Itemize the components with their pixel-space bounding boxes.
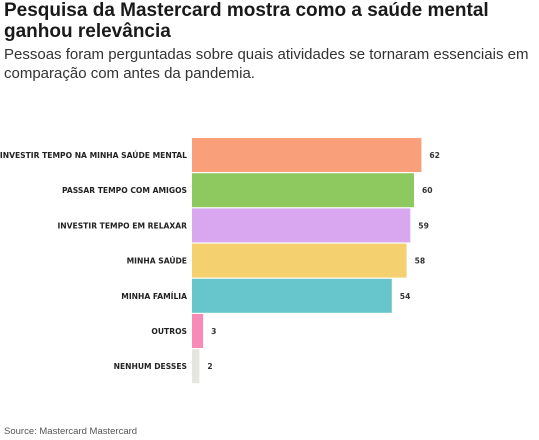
value-label-4: 58 (415, 257, 426, 266)
bar-3 (192, 208, 411, 243)
category-label-3: INVESTIR TEMPO EM RELAXAR (57, 221, 187, 230)
category-label-6: OUTROS (151, 327, 187, 336)
bar-2 (192, 173, 414, 208)
bar-chart: INVESTIR TEMPO NA MINHA SAÚDE MENTAL 62 PA… (0, 138, 440, 384)
value-label-5: 54 (400, 292, 411, 301)
category-label-4: MINHA SAÚDE (127, 257, 187, 266)
chart-title: Pesquisa da Mastercard mostra como a saú… (4, 0, 489, 42)
bar-1 (192, 138, 422, 172)
bar-4 (192, 243, 407, 278)
category-label-7: NENHUM DESSES (114, 362, 187, 371)
category-label-1: INVESTIR TEMPO NA MINHA SAÚDE MENTAL (0, 151, 187, 160)
bar-6 (192, 314, 204, 348)
category-label-2: PASSAR TEMPO COM AMIGOS (62, 186, 187, 195)
value-label-1: 62 (429, 151, 440, 160)
value-label-2: 60 (422, 186, 433, 195)
bar-7 (192, 349, 200, 384)
chart-subtitle: Pessoas foram perguntadas sobre quais at… (4, 46, 529, 82)
value-label-3: 59 (418, 221, 429, 230)
bar-5 (192, 278, 392, 313)
source-note: Source: Mastercard Mastercard (4, 426, 138, 437)
value-label-6: 3 (211, 327, 216, 336)
category-label-5: MINHA FAMÍLIA (121, 292, 187, 301)
value-label-7: 2 (207, 362, 212, 371)
